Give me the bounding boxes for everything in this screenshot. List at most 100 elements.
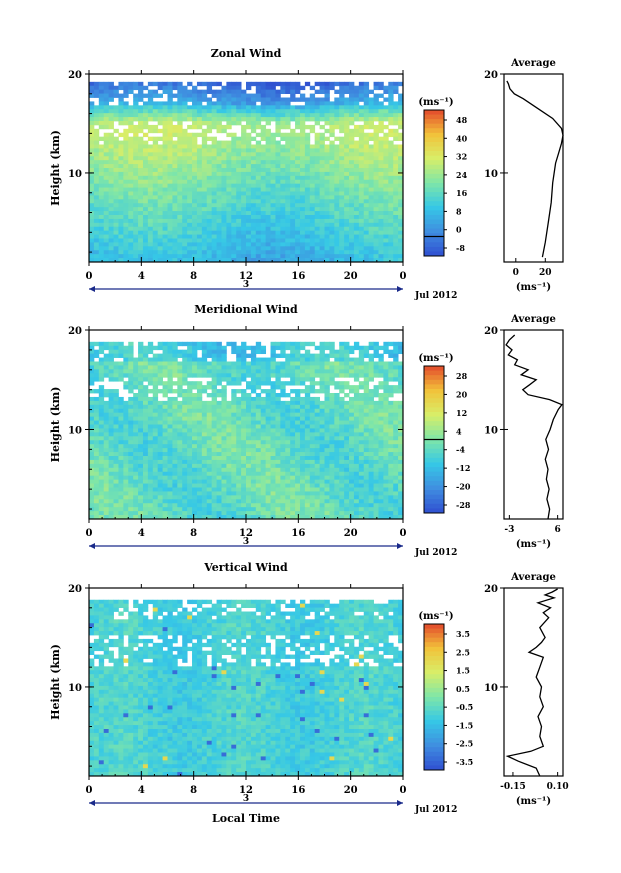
x-tick-label: 20 — [344, 271, 358, 282]
y-tick-label: 10 — [68, 425, 82, 436]
average-x-axis-label: (ms⁻¹) — [516, 282, 551, 293]
colorbar-tick-label: 1.5 — [456, 666, 470, 676]
x-tick-label: 12 — [239, 785, 253, 796]
x-tick-label: 0 — [86, 271, 93, 282]
date-arrow-left — [89, 543, 95, 549]
x-tick-label: 16 — [291, 528, 305, 539]
x-tick-label: 0 — [86, 785, 93, 796]
colorbar-tick-label: -20 — [456, 482, 471, 492]
average-profile-line — [506, 80, 564, 258]
x-tick-label: 12 — [239, 271, 253, 282]
average-y-tick-label: 10 — [484, 683, 498, 694]
x-tick-label: 8 — [190, 528, 197, 539]
average-x-tick-label: 0.10 — [547, 782, 569, 792]
x-tick-label: 16 — [291, 271, 305, 282]
average-x-tick-label: -3 — [504, 525, 514, 535]
date-marker: 3 — [243, 280, 249, 290]
date-arrow-right — [397, 800, 403, 806]
colorbar-tick-label: -3.5 — [456, 757, 473, 767]
average-x-tick-label: 6 — [555, 525, 561, 535]
date-arrow-left — [89, 286, 95, 292]
colorbar-unit: (ms⁻¹) — [418, 97, 453, 108]
colorbar-tick-label: -1.5 — [456, 720, 473, 730]
x-tick-label: 0 — [400, 785, 407, 796]
colorbar-tick-label: -28 — [456, 500, 471, 510]
x-tick-label: 0 — [86, 528, 93, 539]
heatmap-field — [89, 81, 404, 263]
x-tick-label: 8 — [190, 785, 197, 796]
y-axis-label: Height (km) — [49, 644, 62, 720]
average-y-tick-label: 20 — [484, 70, 498, 81]
colorbar — [424, 110, 444, 257]
average-title: Average — [510, 58, 556, 69]
x-tick-label: 4 — [138, 528, 145, 539]
average-x-axis-label: (ms⁻¹) — [516, 539, 551, 550]
average-frame — [503, 329, 564, 520]
x-axis-title: Local Time — [212, 812, 280, 825]
colorbar-frame — [423, 109, 445, 257]
colorbar-tick-label: 28 — [456, 371, 468, 381]
x-tick-label: 8 — [190, 271, 197, 282]
colorbar-tick-label: 16 — [456, 188, 468, 198]
heatmap-field — [89, 599, 404, 777]
colorbar-tick-label: -0.5 — [456, 702, 473, 712]
date-arrow-right — [397, 543, 403, 549]
colorbar — [424, 624, 444, 771]
date-label: Jul 2012 — [414, 291, 457, 301]
average-y-tick-label: 20 — [484, 326, 498, 337]
x-tick-label: 20 — [344, 528, 358, 539]
colorbar-tick-label: -8 — [456, 243, 465, 253]
x-tick-label: 0 — [400, 271, 407, 282]
heatmap-field — [89, 341, 404, 520]
x-tick-label: 4 — [138, 271, 145, 282]
y-axis-label: Height (km) — [49, 130, 62, 206]
colorbar-tick-label: -2.5 — [456, 739, 473, 749]
average-y-tick-label: 10 — [484, 425, 498, 436]
x-tick-label: 4 — [138, 785, 145, 796]
colorbar-tick-label: 40 — [456, 133, 468, 143]
x-tick-label: 0 — [400, 528, 407, 539]
date-marker: 3 — [243, 794, 249, 804]
y-axis-label: Height (km) — [49, 387, 62, 463]
panel-title: Meridional Wind — [194, 303, 298, 316]
colorbar-tick-label: 0.5 — [456, 684, 470, 694]
date-label: Jul 2012 — [414, 805, 457, 815]
average-x-tick-label: 0 — [513, 268, 519, 278]
average-frame — [503, 73, 564, 263]
date-marker: 3 — [243, 537, 249, 547]
average-title: Average — [510, 572, 556, 583]
date-arrow-right — [397, 286, 403, 292]
y-tick-label: 20 — [68, 584, 82, 595]
average-y-tick-label: 10 — [484, 169, 498, 180]
average-y-tick-label: 20 — [484, 584, 498, 595]
colorbar-unit: (ms⁻¹) — [418, 353, 453, 364]
colorbar-tick-label: 8 — [456, 206, 462, 216]
colorbar-tick-label: 24 — [456, 170, 468, 180]
colorbar-tick-label: 2.5 — [456, 647, 470, 657]
average-frame — [503, 587, 564, 777]
colorbar — [424, 366, 444, 514]
x-tick-label: 16 — [291, 785, 305, 796]
colorbar-tick-label: 32 — [456, 152, 467, 162]
panel-3: Vertical Wind 20 10 Height (km) 0 4 8 12 16 20 0 3 J… — [49, 561, 569, 815]
colorbar-tick-label: -4 — [456, 445, 465, 455]
average-x-tick-label: 20 — [539, 268, 552, 278]
y-tick-label: 10 — [68, 683, 82, 694]
colorbar-tick-label: 4 — [456, 426, 462, 436]
date-arrow-left — [89, 800, 95, 806]
x-tick-label: 12 — [239, 528, 253, 539]
average-x-axis-label: (ms⁻¹) — [516, 796, 551, 807]
panel-title: Vertical Wind — [203, 561, 288, 574]
colorbar-tick-label: 20 — [456, 389, 468, 399]
average-title: Average — [510, 314, 556, 325]
colorbar-tick-label: 0 — [456, 225, 462, 235]
average-profile-line — [505, 334, 563, 520]
colorbar-tick-label: -12 — [456, 463, 470, 473]
date-label: Jul 2012 — [414, 548, 457, 558]
x-tick-label: 20 — [344, 785, 358, 796]
average-x-tick-label: -0.15 — [500, 782, 526, 792]
y-tick-label: 10 — [68, 169, 82, 180]
y-tick-label: 20 — [68, 70, 82, 81]
